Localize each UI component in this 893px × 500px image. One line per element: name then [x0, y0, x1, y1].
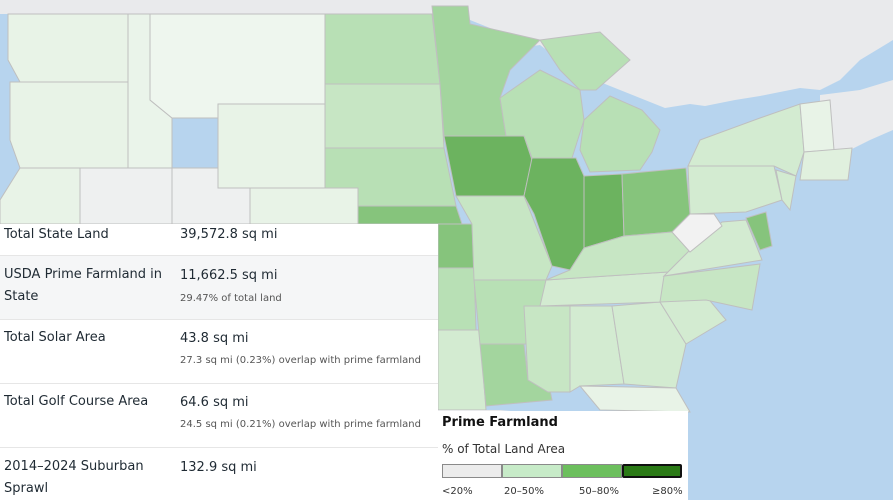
legend-swatch-high [622, 464, 682, 478]
state-north-dakota[interactable] [324, 13, 441, 85]
state-kansas-south[interactable] [437, 223, 475, 269]
state-stats-panel: Total State Land 39,572.8 sq mi USDA Pri… [0, 224, 438, 500]
state-michigan[interactable] [579, 95, 661, 173]
legend-tick: 20–50% [504, 486, 544, 497]
state-mississippi[interactable] [523, 305, 571, 393]
state-north-carolina[interactable] [659, 263, 761, 311]
state-colorado[interactable] [249, 187, 359, 225]
state-michigan-up[interactable] [539, 31, 631, 91]
state-indiana[interactable] [583, 173, 625, 249]
legend-tick: 50–80% [579, 486, 619, 497]
state-oregon[interactable] [9, 81, 129, 169]
stat-label: USDA Prime Farmland in State [4, 267, 163, 304]
state-texas-east[interactable] [437, 329, 487, 411]
legend-swatch-low [442, 464, 502, 478]
stat-note: 29.47% of total land [180, 293, 282, 304]
stat-value: 43.8 sq mi [180, 331, 249, 346]
stat-row: Total State Land 39,572.8 sq mi [0, 224, 438, 256]
state-minnesota[interactable] [431, 5, 541, 137]
stat-row: Total Solar Area 43.8 sq mi 27.3 sq mi (… [0, 320, 438, 384]
stat-value: 132.9 sq mi [180, 460, 257, 475]
legend-swatch-mid-low [502, 464, 562, 478]
legend-title: Prime Farmland [442, 415, 558, 430]
maritime-landmass [820, 80, 893, 160]
stat-row: 2014–2024 Suburban Sprawl 132.9 sq mi [0, 448, 438, 500]
state-wyoming[interactable] [217, 103, 326, 189]
legend-swatch-mid-high [562, 464, 622, 478]
state-maryland-delaware[interactable] [745, 211, 773, 251]
stat-label: Total Golf Course Area [4, 394, 149, 409]
state-new-york[interactable] [687, 103, 805, 177]
state-west-virginia[interactable] [671, 213, 723, 253]
stat-row: USDA Prime Farmland in State 11,662.5 sq… [0, 256, 438, 320]
legend-subtitle: % of Total Land Area [442, 442, 566, 456]
stat-value: 39,572.8 sq mi [180, 227, 278, 242]
state-washington[interactable] [7, 13, 129, 83]
stat-note: 24.5 sq mi (0.21%) overlap with prime fa… [180, 419, 421, 430]
stat-label: 2014–2024 Suburban Sprawl [4, 459, 144, 496]
legend-tick: ≥80% [652, 486, 683, 497]
state-iowa[interactable] [443, 135, 533, 197]
stat-value: 11,662.5 sq mi [180, 268, 278, 283]
state-kansas[interactable] [357, 205, 463, 225]
stat-label: Total Solar Area [4, 330, 106, 345]
state-montana[interactable] [149, 13, 326, 119]
stat-row: Total Golf Course Area 64.6 sq mi 24.5 s… [0, 384, 438, 448]
stat-note: 27.3 sq mi (0.23%) overlap with prime fa… [180, 355, 421, 366]
state-alabama[interactable] [569, 305, 625, 393]
stat-label: Total State Land [4, 227, 109, 242]
map-legend: Prime Farmland % of Total Land Area <20%… [438, 411, 688, 500]
legend-tick: <20% [442, 486, 473, 497]
state-south-dakota[interactable] [324, 83, 445, 149]
state-oklahoma[interactable] [437, 267, 477, 331]
state-nevada[interactable] [79, 167, 173, 225]
stat-value: 64.6 sq mi [180, 395, 249, 410]
state-florida[interactable] [578, 385, 691, 413]
state-new-england-south[interactable] [799, 147, 853, 181]
state-new-jersey[interactable] [775, 169, 797, 212]
canada-landmass [0, 0, 893, 108]
state-vermont-nh[interactable] [799, 99, 835, 153]
